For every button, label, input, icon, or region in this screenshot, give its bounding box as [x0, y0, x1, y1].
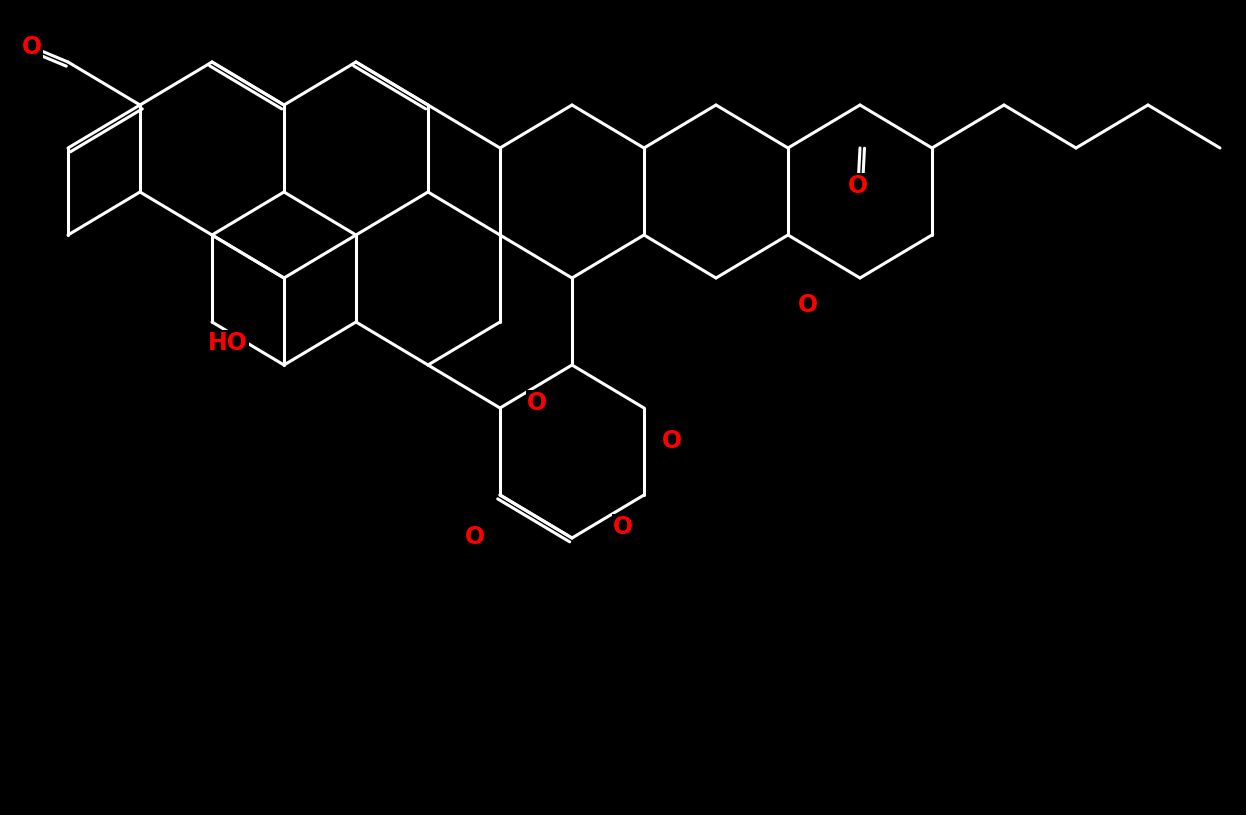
Text: HO: HO	[208, 331, 248, 355]
Text: O: O	[465, 525, 485, 549]
Text: O: O	[849, 174, 868, 198]
Text: O: O	[797, 293, 819, 317]
Text: O: O	[22, 35, 42, 59]
Text: O: O	[613, 515, 633, 539]
Text: O: O	[662, 429, 682, 453]
Text: O: O	[527, 391, 547, 415]
